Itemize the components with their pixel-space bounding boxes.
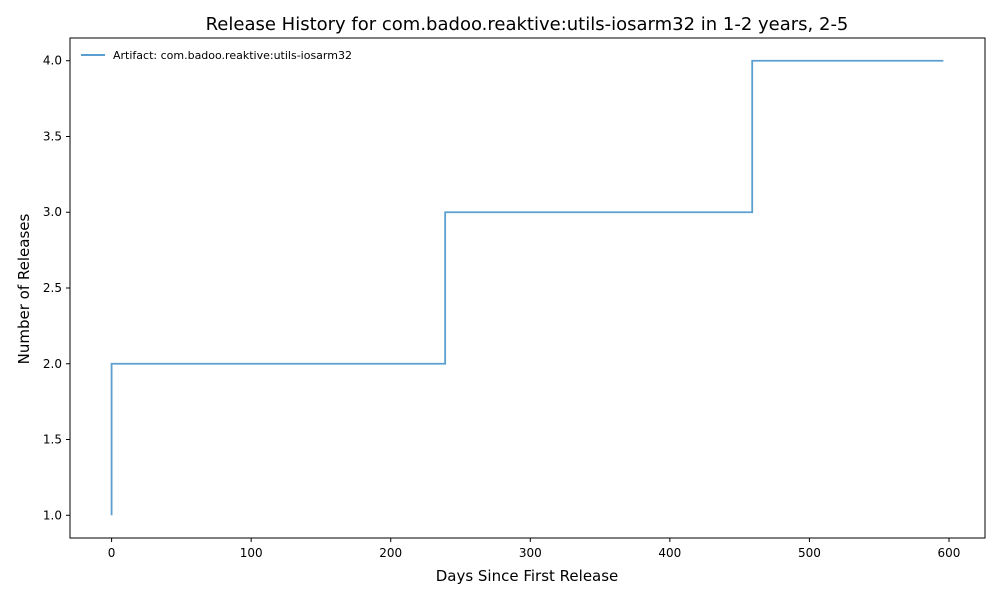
y-tick-label: 1.0	[43, 508, 62, 522]
legend: Artifact: com.badoo.reaktive:utils-iosar…	[81, 49, 352, 62]
x-tick-label: 200	[379, 546, 402, 560]
x-axis-label: Days Since First Release	[436, 567, 619, 585]
y-tick-label: 3.0	[43, 205, 62, 219]
legend-label: Artifact: com.badoo.reaktive:utils-iosar…	[113, 49, 352, 62]
plot-area: 0 100 200 300 400 500 600 1.0 1.5 2.0 2.5 3.0 3.5 4.…	[43, 37, 986, 560]
x-tick-label: 0	[108, 546, 116, 560]
y-tick-label: 3.5	[43, 129, 62, 143]
x-tick-label: 300	[519, 546, 542, 560]
series-line	[110, 59, 944, 516]
x-tick-label: 100	[240, 546, 263, 560]
x-axis-ticks: 0 100 200 300 400 500 600	[108, 538, 961, 560]
x-tick-label: 500	[798, 546, 821, 560]
chart-title: Release History for com.badoo.reaktive:u…	[206, 14, 849, 35]
y-axis-label: Number of Releases	[15, 213, 33, 364]
y-axis-ticks: 1.0 1.5 2.0 2.5 3.0 3.5 4.0	[43, 54, 70, 522]
y-tick-label: 4.0	[43, 54, 62, 68]
x-tick-label: 400	[658, 546, 681, 560]
series-layer	[110, 59, 944, 516]
y-tick-label: 2.5	[43, 281, 62, 295]
y-tick-label: 2.0	[43, 357, 62, 371]
y-tick-label: 1.5	[43, 433, 62, 447]
x-tick-label: 600	[938, 546, 961, 560]
